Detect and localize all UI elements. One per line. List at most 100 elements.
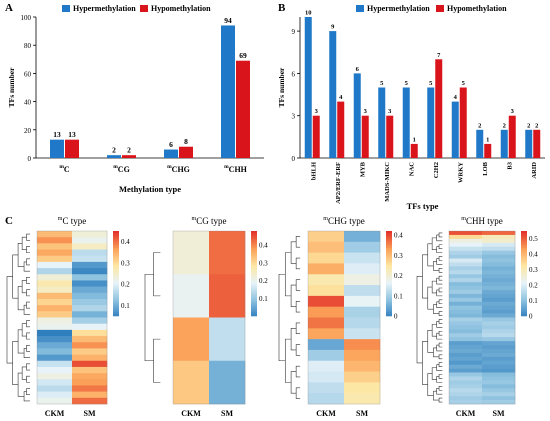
heatmap-cell bbox=[37, 342, 73, 349]
heatmap-title: mCG type bbox=[192, 216, 227, 226]
heatmap-cell bbox=[482, 297, 516, 303]
dendrogram-branch bbox=[438, 319, 443, 324]
heatmap-cell bbox=[449, 238, 483, 244]
colorbar-segment bbox=[251, 311, 257, 315]
colorbar-segment bbox=[521, 282, 527, 285]
legend-swatch bbox=[356, 5, 364, 12]
colorbar-segment bbox=[113, 248, 119, 251]
heatmap-cell bbox=[72, 286, 108, 294]
colorbar-segment bbox=[113, 271, 119, 274]
heatmap-cell bbox=[482, 250, 516, 255]
dendrogram-branch bbox=[23, 348, 31, 358]
heatmap-cell bbox=[449, 301, 483, 307]
heatmap-cell bbox=[449, 234, 483, 240]
heatmap-cell bbox=[344, 252, 381, 264]
heatmap-cell bbox=[173, 360, 210, 405]
dendrogram-branch bbox=[290, 371, 297, 394]
colorbar-segment bbox=[251, 265, 257, 268]
category-label: MADS-MIKC bbox=[384, 162, 391, 202]
colorbar-segment bbox=[521, 235, 527, 238]
colorbar-segment bbox=[113, 296, 119, 300]
heatmap-title-text: C type bbox=[62, 216, 86, 226]
colorbar-segment bbox=[521, 294, 527, 298]
dendrogram-branch bbox=[436, 364, 443, 371]
heatmap-cell bbox=[482, 341, 516, 346]
heatmap-cell bbox=[173, 231, 210, 275]
heatmap-cell bbox=[72, 385, 108, 392]
colorbar-segment bbox=[251, 256, 257, 259]
bar-value-label: 13 bbox=[68, 130, 76, 139]
dendrogram-branch bbox=[436, 277, 443, 285]
dendrogram-branch bbox=[436, 321, 443, 328]
bar bbox=[476, 129, 484, 158]
heatmap-title-text: CHG type bbox=[328, 216, 365, 226]
category-label: mCG bbox=[113, 164, 130, 174]
colorbar-segment bbox=[521, 248, 527, 251]
colorbar-segment bbox=[113, 250, 119, 253]
dendrogram-branch bbox=[21, 323, 27, 337]
heatmap-cell bbox=[37, 261, 73, 269]
colorbar-segment bbox=[251, 252, 257, 255]
dendrogram-branch bbox=[12, 341, 19, 385]
heatmap-cell bbox=[308, 263, 345, 275]
colorbar-segment bbox=[251, 233, 257, 236]
panel-a-bar-chart: 0 20 40 60 80 100 TFs number Methylation type Hy… bbox=[7, 4, 264, 194]
category-label: MYB bbox=[359, 161, 366, 177]
heatmap-cell bbox=[482, 254, 516, 259]
colorbar-segment bbox=[521, 245, 527, 249]
heatmap-cell bbox=[308, 382, 345, 394]
bar bbox=[525, 129, 533, 158]
heatmap-cell bbox=[449, 356, 483, 362]
colorbar-segment bbox=[251, 258, 257, 262]
heatmap-cell bbox=[482, 400, 516, 405]
colorbar-tick-label: 0.3 bbox=[259, 259, 268, 267]
bar bbox=[533, 129, 541, 158]
bar bbox=[386, 115, 394, 158]
heatmap-cell bbox=[482, 246, 516, 251]
heatmap-cell bbox=[37, 231, 73, 238]
dendrogram-branch bbox=[26, 388, 31, 396]
heatmap-cell bbox=[449, 384, 483, 389]
heatmap-cell bbox=[449, 231, 483, 236]
heatmap-cell bbox=[209, 317, 246, 362]
heatmap-cell bbox=[344, 360, 381, 372]
heatmap-cell bbox=[308, 306, 345, 318]
heatmap-cell bbox=[449, 254, 483, 259]
heatmap-cell bbox=[344, 382, 381, 394]
heatmap-cell bbox=[449, 305, 483, 310]
colorbar-segment bbox=[251, 243, 257, 247]
colorbar-segment bbox=[386, 286, 392, 289]
dendrogram-branch bbox=[438, 386, 443, 391]
heatmap-cell bbox=[344, 306, 381, 318]
heatmap-title-prefix: m bbox=[58, 216, 63, 222]
colorbar-segment bbox=[386, 282, 392, 285]
heatmap-cell bbox=[482, 309, 516, 314]
colorbar-segment bbox=[521, 296, 527, 300]
colorbar-segment bbox=[386, 241, 392, 245]
bar bbox=[164, 149, 178, 158]
heatmap-cell bbox=[344, 263, 381, 275]
heatmap-cell bbox=[449, 274, 483, 279]
colorbar-segment bbox=[521, 309, 527, 313]
heatmap-cell bbox=[37, 348, 73, 355]
bar bbox=[508, 115, 516, 158]
colorbar-segment bbox=[251, 279, 257, 283]
dendrogram-branch bbox=[26, 246, 31, 253]
colorbar-segment bbox=[521, 288, 527, 291]
heatmap-cell bbox=[449, 364, 483, 369]
colorbar-segment bbox=[251, 294, 257, 298]
heatmap-cell bbox=[482, 293, 516, 299]
heatmap-cell bbox=[482, 333, 516, 338]
y-tick-label: 40 bbox=[24, 99, 32, 107]
heatmap-cell bbox=[72, 243, 108, 250]
colorbar-segment bbox=[251, 303, 257, 306]
x-axis-label: TFs type bbox=[407, 201, 439, 211]
legend-label: Hypermethylation bbox=[73, 4, 136, 13]
heatmap-title: mC type bbox=[58, 216, 86, 226]
heatmap-cell bbox=[72, 255, 108, 263]
colorbar-segment bbox=[386, 296, 392, 300]
colorbar-tick-label: 0.3 bbox=[529, 266, 538, 274]
heatmap-cell bbox=[72, 317, 108, 324]
heatmap-cell bbox=[308, 285, 345, 297]
